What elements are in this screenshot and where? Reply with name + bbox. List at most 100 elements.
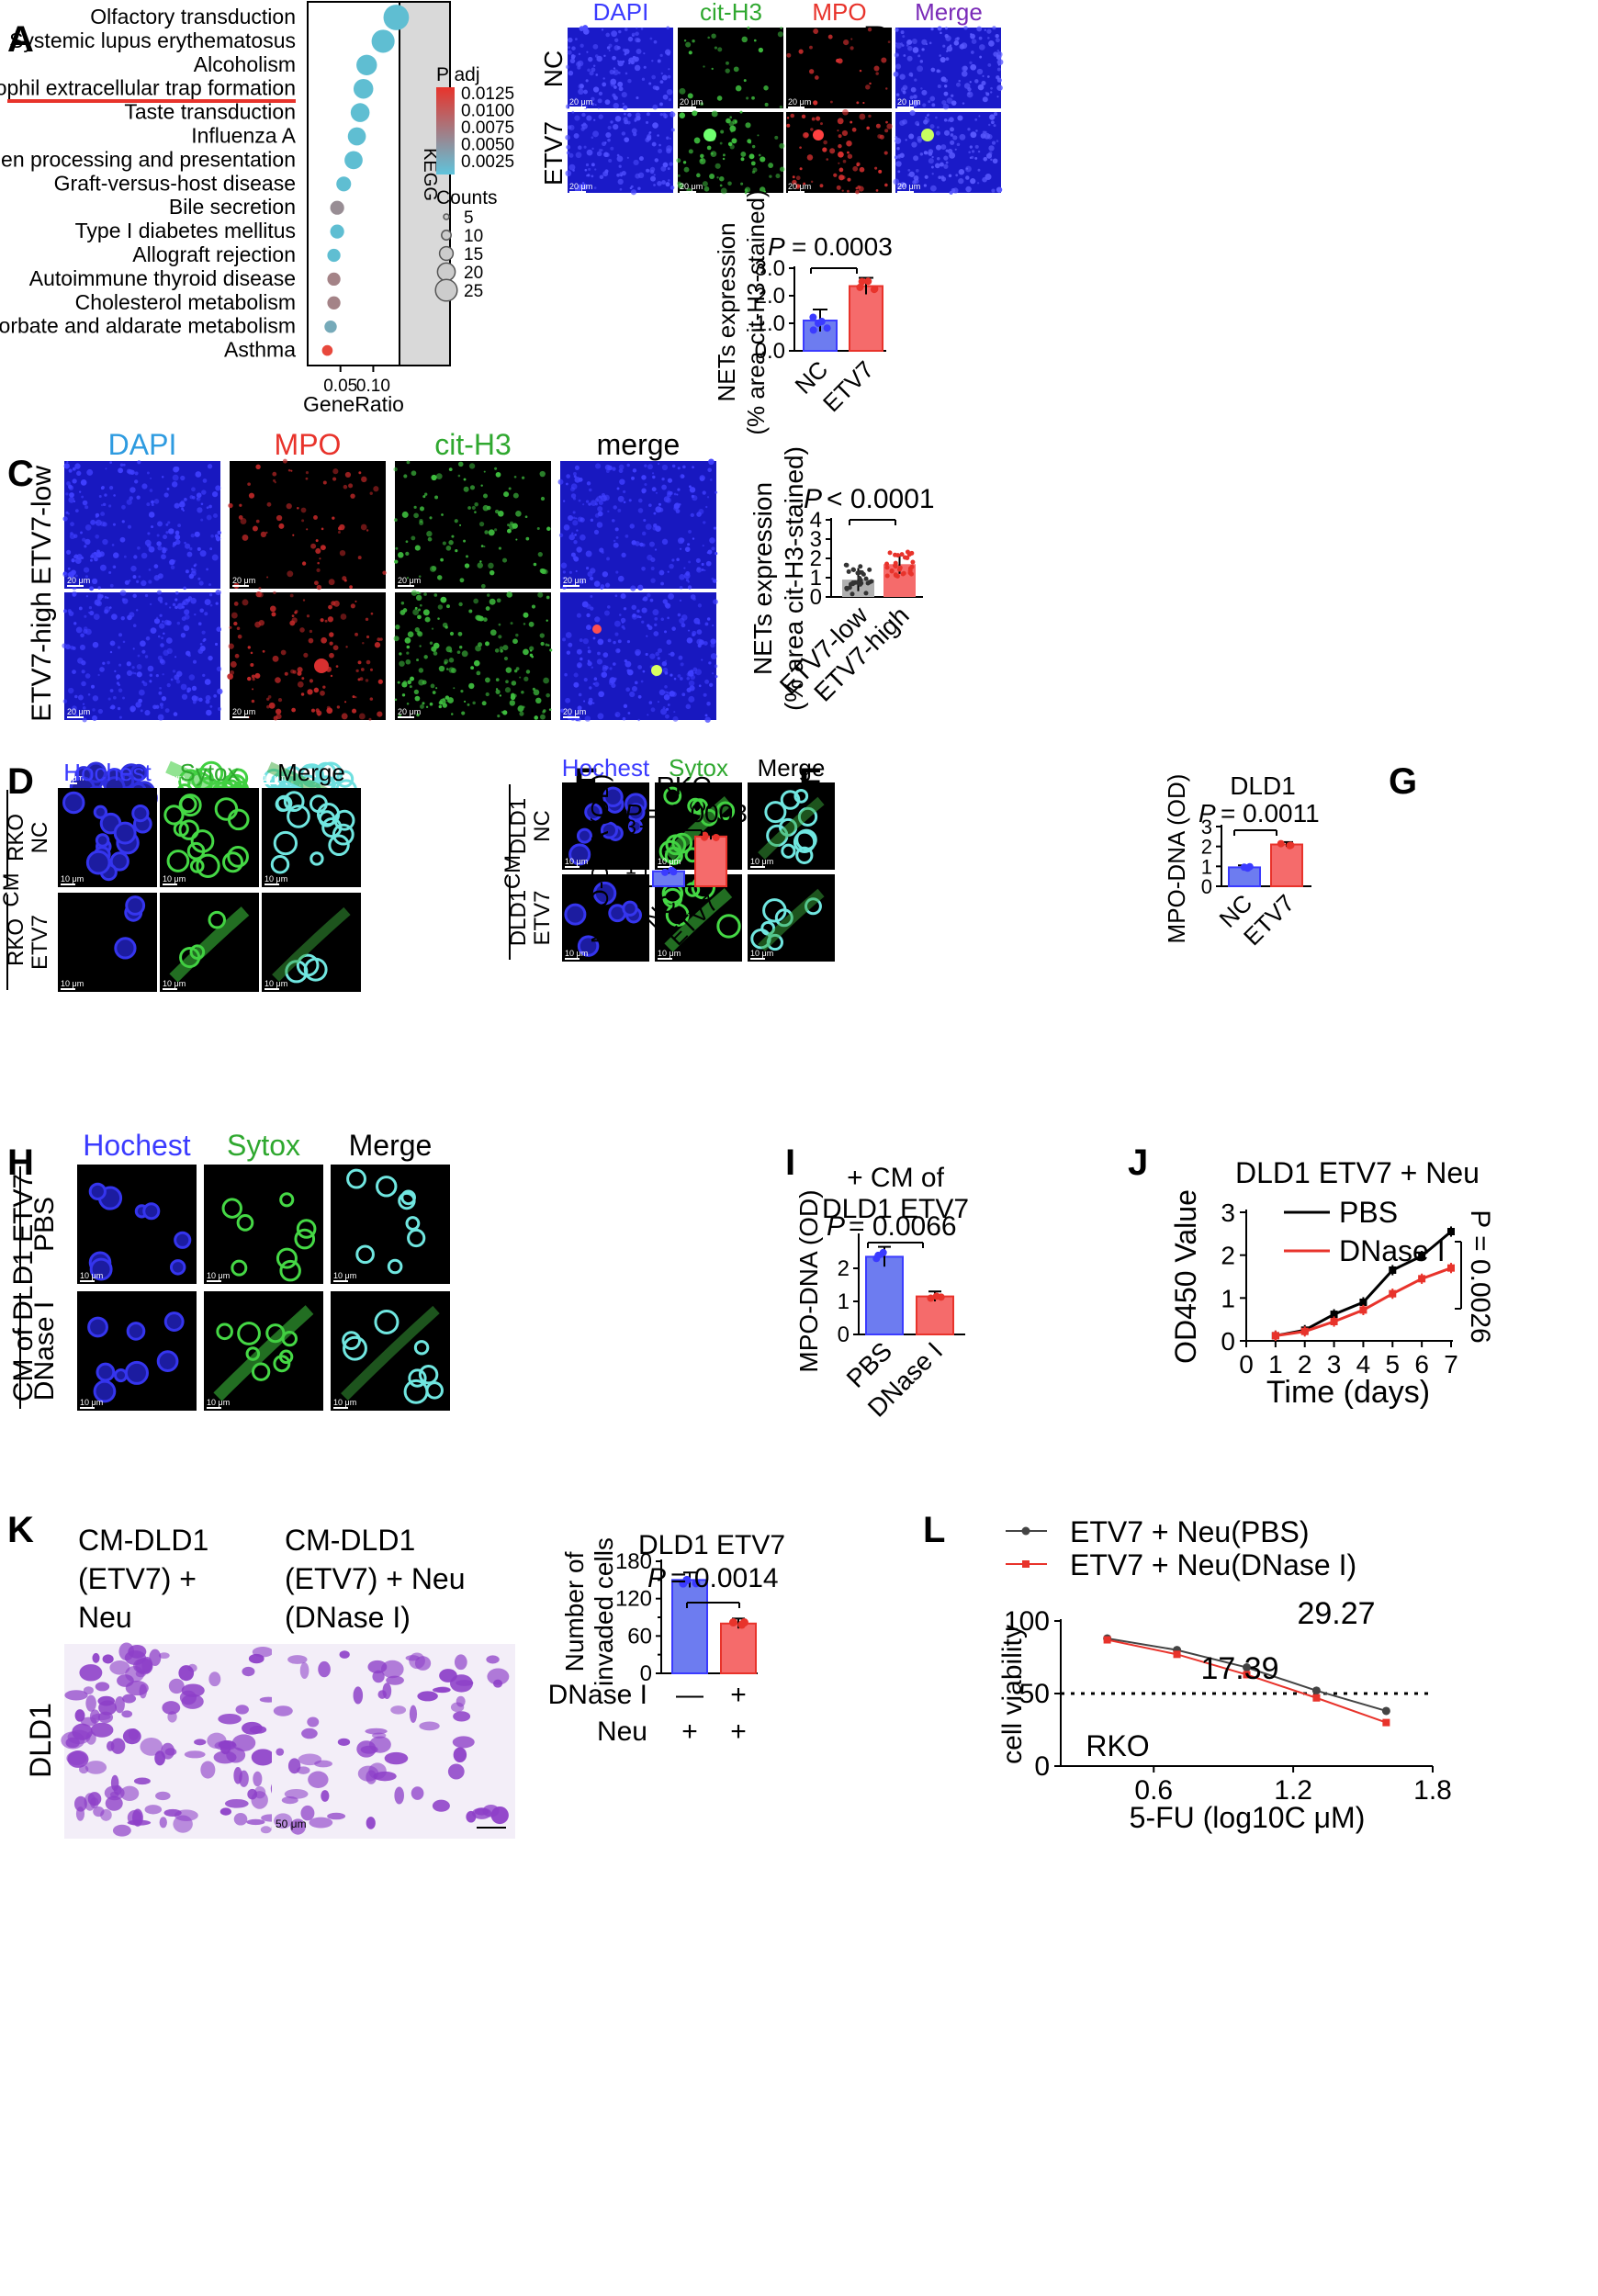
micro-dot	[136, 664, 142, 670]
micro-dot	[374, 642, 381, 648]
micro-dot	[670, 673, 673, 677]
micro-dot	[437, 604, 444, 610]
row-label: DNase I	[548, 1680, 647, 1710]
cell	[142, 1202, 161, 1221]
invaded-cell	[487, 1668, 510, 1685]
invaded-cell	[405, 1655, 420, 1661]
annotation: RKO	[1086, 1729, 1149, 1762]
micro-dot	[151, 500, 154, 504]
micro-dot	[895, 53, 899, 57]
micro-dot	[208, 583, 211, 586]
micro-dot	[596, 658, 603, 665]
micro-dot	[572, 556, 578, 561]
micro-dot	[583, 145, 587, 149]
micro-dot	[636, 27, 638, 29]
micro-dot	[996, 140, 999, 142]
tick-label: 180	[615, 1549, 652, 1574]
micro-dot	[647, 624, 650, 627]
data-point	[901, 570, 906, 576]
series-marker	[1382, 1718, 1390, 1727]
micro-dot	[233, 601, 239, 606]
micro-dot	[532, 687, 535, 691]
micro-dot	[616, 153, 620, 157]
micro-dot	[705, 560, 712, 567]
micro-dot	[655, 651, 660, 657]
micro-dot	[579, 84, 584, 89]
micro-dot	[313, 687, 320, 693]
micro-dot	[814, 75, 819, 80]
invaded-cell	[105, 1795, 123, 1811]
micro-dot	[666, 148, 672, 154]
invaded-cell	[452, 1736, 475, 1749]
micro-dot	[657, 462, 660, 466]
micro-dot	[669, 162, 673, 166]
micro-dot	[950, 127, 954, 132]
micro-dot	[615, 535, 619, 539]
micro-dot	[151, 525, 154, 529]
micro-dot	[504, 687, 512, 693]
micro-dot	[86, 468, 94, 476]
micro-dot	[79, 490, 82, 493]
micro-dot	[956, 82, 961, 87]
micro-dot	[430, 683, 435, 689]
micro-dot	[709, 682, 714, 687]
cell	[346, 1168, 366, 1189]
micro-dot	[508, 487, 512, 490]
micro-dot	[977, 150, 981, 153]
cell	[178, 819, 200, 840]
invaded-cell	[411, 1786, 424, 1800]
micro-dot	[104, 606, 111, 613]
micro-dot	[592, 86, 600, 93]
micro-dot	[82, 717, 87, 723]
micro-dot	[444, 661, 447, 665]
micro-dot	[662, 94, 669, 100]
invaded-cell	[74, 1709, 85, 1722]
micro-dot	[141, 552, 148, 559]
micro-dot	[409, 685, 412, 689]
micro-dot	[131, 666, 135, 670]
micro-dot	[284, 671, 288, 676]
micro-dot	[943, 163, 949, 169]
micro-dot	[613, 71, 615, 73]
micro-dot	[943, 118, 948, 122]
micro-dot	[822, 147, 827, 152]
micro-dot	[496, 598, 501, 603]
micro-dot	[359, 677, 364, 681]
micro-dot	[846, 140, 852, 147]
micro-dot	[624, 119, 629, 125]
micro-dot	[667, 616, 670, 620]
micro-dot	[983, 156, 988, 162]
micro-dot	[587, 174, 591, 177]
micro-dot	[196, 497, 201, 501]
micro-dot	[682, 465, 686, 469]
invaded-cell	[273, 1705, 293, 1716]
legend-marker	[1022, 1560, 1030, 1568]
micro-dot	[411, 470, 417, 477]
micro-dot	[874, 166, 878, 170]
micro-dot	[433, 651, 438, 656]
micro-dot	[906, 39, 913, 45]
micro-dot	[505, 680, 509, 684]
scale-bar: 20 μm	[232, 576, 255, 585]
micro-dot	[841, 189, 844, 192]
micro-dot	[360, 668, 365, 671]
invaded-cell	[84, 1761, 107, 1774]
micro-dot	[597, 98, 602, 104]
micro-dot	[907, 174, 911, 177]
micro-dot	[402, 680, 408, 685]
micro-dot	[993, 124, 996, 128]
micro-dot	[413, 512, 419, 519]
micro-dot	[716, 176, 719, 179]
cell	[376, 1176, 398, 1198]
micro-dot	[883, 151, 888, 155]
micro-dot	[114, 670, 117, 673]
micro-dot	[120, 615, 125, 621]
micro-dot	[136, 671, 142, 678]
micro-dot	[942, 44, 946, 48]
micro-dot	[779, 142, 785, 149]
micro-dot	[709, 478, 713, 481]
micro-dot	[470, 666, 475, 670]
micro-dot	[677, 613, 681, 617]
micro-dot	[895, 136, 898, 140]
micro-dot	[413, 689, 420, 695]
